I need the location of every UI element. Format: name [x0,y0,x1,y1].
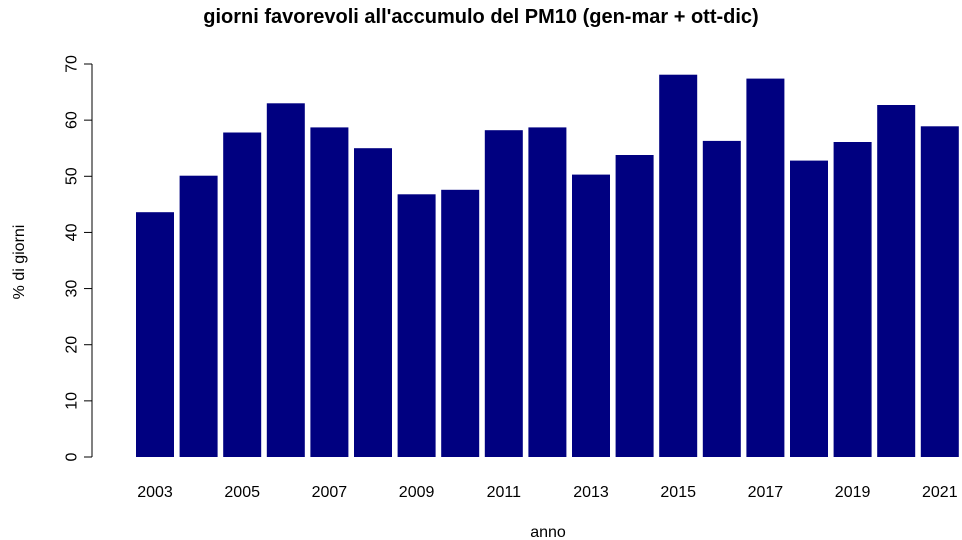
x-tick-label: 2015 [660,484,696,501]
y-tick-label: 60 [64,111,81,129]
x-tick-label: 2003 [137,484,173,501]
x-axis-labels: 2003 2005 2007 2009 2011 2013 2015 2017 2019 2021 [137,484,957,501]
bar-2006 [266,103,305,458]
x-tick-label: 2005 [224,484,260,501]
x-tick-label: 2011 [487,484,522,501]
y-tick-label: 40 [64,223,81,241]
bar-2012 [528,127,567,458]
y-tick-label: 20 [64,336,81,354]
bar-2016 [702,140,741,457]
bar-2017 [746,78,785,457]
bar-2021 [920,126,959,458]
x-tick-label: 2019 [835,484,871,501]
y-axis: 0 10 20 30 40 50 60 70 [64,55,93,461]
bar-2018 [790,160,828,457]
chart-title: giorni favorevoli all'accumulo del PM10 … [203,6,759,28]
x-axis-title: anno [530,524,566,540]
bar-2020 [877,105,916,457]
bar-2014 [615,155,654,457]
y-axis-title: % di giorni [11,225,28,300]
bar-2013 [572,174,610,457]
x-tick-label: 2007 [312,484,348,501]
x-tick-label: 2017 [748,484,784,501]
bar-2015 [659,74,698,457]
bars-group [136,74,959,458]
bar-2010 [441,189,480,458]
bar-2011 [484,130,523,457]
x-tick-label: 2013 [573,484,609,501]
bar-2019 [833,142,872,457]
x-tick-label: 2009 [399,484,435,501]
y-tick-label: 70 [64,55,81,73]
y-tick-label: 50 [64,167,81,185]
bar-2007 [310,127,349,458]
bar-2004 [179,175,218,457]
bar-2005 [223,132,262,457]
x-tick-label: 2021 [922,484,958,501]
y-tick-label: 10 [64,392,81,410]
bar-2009 [397,194,436,458]
bar-2008 [354,148,392,457]
y-tick-label: 0 [64,452,81,461]
y-tick-label: 30 [64,280,81,298]
bar-2003 [136,212,174,457]
